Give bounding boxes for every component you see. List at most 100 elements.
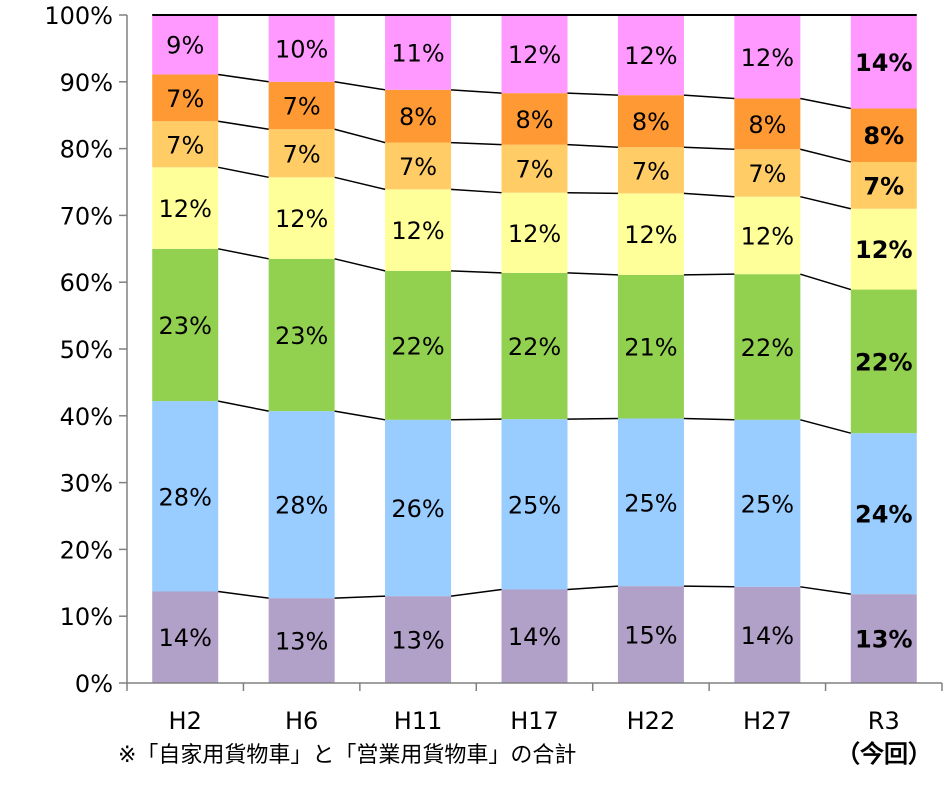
data-label-H17-7: 12% [508,41,561,69]
x-tick-label-H17: H17 [510,707,559,735]
bar-segment-H27-6 [734,98,801,150]
data-label-H6-3: 23% [275,322,328,350]
connector-line [334,410,386,421]
bar-segment-R3-2 [850,433,917,595]
data-label-H2-3: 23% [159,312,212,340]
bar-segment-H11-4 [385,189,452,271]
bar-segment-H17-5 [501,144,568,193]
x-tick-label-R3: R3 [868,707,900,735]
data-label-H27-5: 7% [748,160,786,188]
bar-segment-H6-3 [268,258,335,412]
data-label-H2-7: 9% [166,32,204,60]
data-label-H27-1: 14% [741,622,794,650]
connector-line [218,590,269,599]
data-label-H27-2: 25% [741,490,794,518]
connector-line [451,270,502,274]
connector-line [567,272,618,276]
bar-segment-H27-1 [734,586,801,683]
y-tick-label: 100% [44,2,113,30]
bar-segment-H6-1 [268,598,335,683]
bar-segment-R3-7 [850,15,917,109]
connector-line [218,166,269,179]
bar-segment-H27-7 [734,15,801,99]
data-label-H17-1: 14% [508,623,561,651]
connector-line [451,89,502,94]
y-tick-label: 80% [60,136,113,164]
data-label-H27-6: 8% [748,111,786,139]
bar-segment-R3-5 [850,161,917,209]
bar-segment-H17-1 [501,589,568,683]
connector-line [451,141,502,146]
bar-segment-H22-1 [617,586,684,683]
connector-line [218,400,269,412]
data-label-R3-1: 13% [855,626,912,654]
bar-segment-H2-6 [152,74,219,122]
data-label-H22-3: 21% [624,334,677,362]
data-label-H17-6: 8% [515,106,553,134]
data-label-H17-3: 22% [508,333,561,361]
bar-segment-H22-2 [617,418,684,587]
bar-segment-H11-2 [385,419,452,597]
bar-segment-H17-7 [501,15,568,94]
y-tick-label: 0% [75,670,113,698]
connector-line [800,419,851,434]
bar-segment-H11-3 [385,270,452,420]
connector-line [683,273,735,276]
chart-note: ※「自家用貨物車」と「営業用貨物車」の合計 [118,743,577,768]
bar-segment-H22-5 [617,147,684,194]
bar-segment-R3-4 [850,208,917,290]
data-label-H11-3: 22% [391,332,444,360]
bar-segment-R3-3 [850,289,917,434]
bar-segment-H6-4 [268,177,335,259]
bar-segment-R3-6 [850,108,917,162]
connector-line [334,595,386,599]
connector-line [683,192,735,198]
bar-segment-H2-1 [152,591,219,683]
connector-line [683,94,735,100]
connector-line [800,273,852,291]
connector-line [800,195,851,210]
data-label-H6-2: 28% [275,492,328,520]
data-label-H11-7: 11% [391,39,444,67]
bar-segment-H6-2 [268,411,335,599]
bar-segment-H22-3 [617,274,684,419]
bar-segment-H11-6 [385,89,452,143]
connector-line [451,418,502,421]
x-tick-label-H11: H11 [394,707,443,735]
data-label-R3-3: 22% [855,348,912,376]
data-label-H2-5: 7% [166,131,204,159]
connector-line [683,417,735,421]
data-label-H6-4: 12% [275,205,328,233]
data-label-H11-4: 12% [391,217,444,245]
data-label-H22-2: 25% [624,489,677,517]
y-tick-label: 20% [60,536,113,564]
y-tick-label: 40% [60,403,113,431]
bar-segment-H22-4 [617,193,684,275]
data-label-H17-4: 12% [508,220,561,248]
bar-segment-H11-7 [385,15,452,90]
bar-segment-H27-5 [734,149,801,197]
connector-line [683,585,735,588]
data-label-H27-4: 12% [741,222,794,250]
connector-line [800,148,851,163]
y-tick-label: 60% [60,269,113,297]
connector-line [334,176,386,191]
data-label-H11-5: 7% [399,153,437,181]
connector-line [567,143,618,149]
connector-line [218,120,269,130]
connector-line [683,146,735,151]
bar-segment-H27-3 [734,274,801,420]
y-tick-label: 50% [60,336,113,364]
bar-segment-H27-4 [734,196,801,275]
data-label-R3-4: 12% [855,236,912,264]
connector-line [567,191,618,195]
connector-line [450,588,502,597]
bar-segment-H22-6 [617,95,684,148]
x-tick-label-H27: H27 [743,707,792,735]
data-label-H6-7: 10% [275,35,328,63]
data-label-H27-3: 22% [741,334,794,362]
connector-line [334,81,386,91]
data-label-R3-2: 24% [855,501,912,529]
bar-segment-H2-4 [152,167,219,249]
data-label-H17-2: 25% [508,491,561,519]
